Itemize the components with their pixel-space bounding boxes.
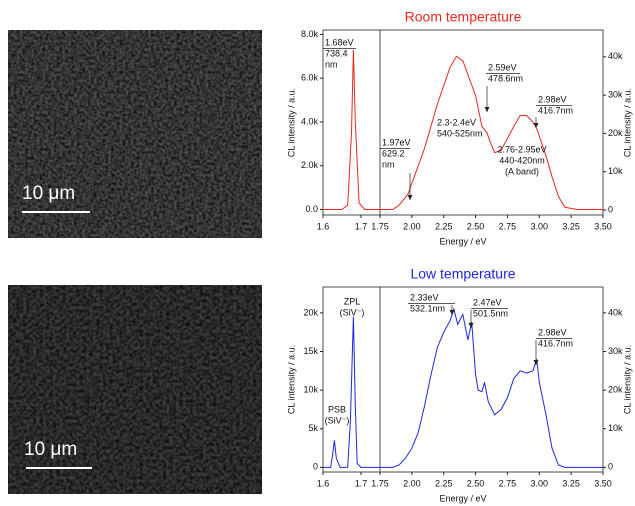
x-tick-label: 2.50 bbox=[467, 478, 485, 488]
annotation: (SiV⁻) bbox=[325, 415, 350, 425]
annotation: PSB bbox=[328, 404, 346, 414]
arrow-head bbox=[485, 107, 490, 112]
x-tick-label: 1.6 bbox=[317, 221, 330, 231]
y-tick-label: 15k bbox=[303, 346, 318, 356]
y2-tick-label: 10k bbox=[608, 423, 623, 433]
y-tick-label: 10k bbox=[303, 384, 318, 394]
y2-axis-label: CL intensity / a.u. bbox=[622, 345, 632, 414]
x-axis-label: Energy / eV bbox=[439, 493, 486, 503]
annotation: 501.5nm bbox=[473, 308, 508, 318]
arrow-head bbox=[408, 195, 413, 200]
x-tick-label: 2.50 bbox=[467, 221, 485, 231]
x-tick-label: 3.50 bbox=[594, 221, 612, 231]
annotation: 532.1nm bbox=[410, 303, 445, 313]
x-tick-label: 1.75 bbox=[371, 478, 389, 488]
annotation: 2.76-2.95eV bbox=[497, 144, 546, 154]
annotation: 416.7nm bbox=[538, 105, 573, 115]
y2-tick-label: 30k bbox=[608, 89, 623, 99]
annotation: 2.3-2.4eV bbox=[437, 117, 476, 127]
annotation: 2.98eV bbox=[538, 94, 567, 104]
sem-texture bbox=[8, 285, 262, 494]
annotation: 416.7nm bbox=[538, 338, 573, 348]
annotation: 2.59eV bbox=[488, 62, 517, 72]
y2-tick-label: 30k bbox=[608, 346, 623, 356]
y2-tick-label: 40k bbox=[608, 51, 623, 61]
x-tick-label: 2.00 bbox=[403, 221, 421, 231]
y-tick-label: 2.0k bbox=[301, 160, 319, 170]
annotation: 738.4 bbox=[325, 48, 348, 58]
y2-tick-label: 10k bbox=[608, 166, 623, 176]
x-axis-label: Energy / eV bbox=[439, 236, 486, 246]
x-tick-label: 2.25 bbox=[435, 221, 453, 231]
y-tick-label: 20k bbox=[303, 307, 318, 317]
chart-title: Room temperature bbox=[405, 9, 522, 25]
annotation: ZPL bbox=[344, 296, 361, 306]
x-tick-label: 2.75 bbox=[499, 221, 517, 231]
annotation: 1.68eV bbox=[325, 37, 354, 47]
y-tick-label: 4.0k bbox=[301, 116, 319, 126]
annotation: nm bbox=[325, 59, 338, 69]
annotation: 2.47eV bbox=[473, 297, 502, 307]
x-tick-label: 2.75 bbox=[499, 478, 517, 488]
x-tick-label: 1.75 bbox=[371, 221, 389, 231]
annotation: 1.97eV bbox=[382, 137, 411, 147]
y-axis-label: CL intensity / a.u. bbox=[286, 88, 296, 157]
y2-tick-label: 0 bbox=[608, 462, 613, 472]
annotation: 2.98eV bbox=[538, 327, 567, 337]
annotation: 440-420nm bbox=[499, 155, 545, 165]
x-tick-label: 3.50 bbox=[594, 478, 612, 488]
y2-axis-label: CL intensity / a.u. bbox=[622, 88, 632, 157]
annotation: (SiV⁻) bbox=[340, 307, 365, 317]
y-tick-label: 0 bbox=[313, 462, 318, 472]
y-tick-label: 8.0k bbox=[301, 29, 319, 39]
annotation: 2.33eV bbox=[410, 292, 439, 302]
annotation: 629.2 bbox=[382, 148, 405, 158]
x-tick-label: 1.7 bbox=[355, 221, 368, 231]
annotation: (A band) bbox=[505, 166, 539, 176]
sem-texture bbox=[8, 30, 262, 238]
y2-tick-label: 40k bbox=[608, 307, 623, 317]
arrow-head bbox=[469, 323, 474, 328]
x-tick-label: 3.00 bbox=[531, 478, 549, 488]
annotation: nm bbox=[382, 159, 395, 169]
y2-tick-label: 0 bbox=[608, 204, 613, 214]
annotation: 478.6nm bbox=[488, 73, 523, 83]
x-tick-label: 2.00 bbox=[403, 478, 421, 488]
scale-label: 10 μm bbox=[24, 439, 77, 460]
x-tick-label: 3.00 bbox=[531, 221, 549, 231]
x-tick-label: 2.25 bbox=[435, 478, 453, 488]
chart-title: Low temperature bbox=[410, 266, 515, 282]
x-tick-label: 1.7 bbox=[355, 478, 368, 488]
x-tick-label: 3.25 bbox=[562, 478, 580, 488]
y-tick-label: 0.0 bbox=[305, 204, 318, 214]
y-tick-label: 6.0k bbox=[301, 73, 319, 83]
x-tick-label: 1.6 bbox=[317, 478, 330, 488]
annotation: 540-525nm bbox=[437, 128, 483, 138]
x-tick-label: 3.25 bbox=[562, 221, 580, 231]
arrow-head bbox=[450, 310, 455, 315]
figure: 10 μm 10 μm Room temperature Energy / eV C… bbox=[0, 0, 635, 506]
y2-tick-label: 20k bbox=[608, 128, 623, 138]
y-axis-label: CL intensity / a.u. bbox=[286, 345, 296, 414]
y2-tick-label: 20k bbox=[608, 384, 623, 394]
scale-label: 10 μm bbox=[22, 183, 75, 204]
y-tick-label: 5k bbox=[308, 423, 318, 433]
arrow-head bbox=[534, 123, 539, 128]
